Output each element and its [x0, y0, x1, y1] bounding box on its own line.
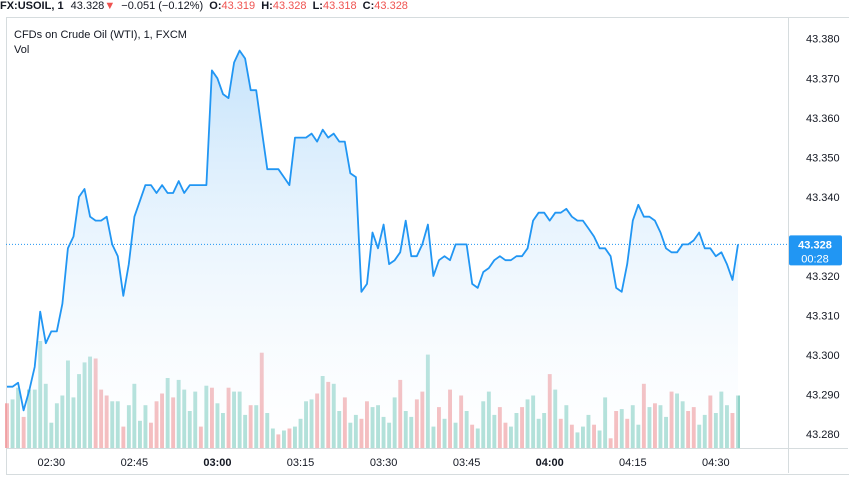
symbol-name[interactable]: FX:USOIL	[0, 0, 52, 12]
open-value: 43.319	[221, 0, 256, 12]
time-tick-label: 03:30	[370, 457, 398, 469]
time-tick-label: 04:15	[619, 457, 647, 469]
price-line	[7, 49, 739, 412]
volume-legend[interactable]: Vol	[14, 44, 30, 56]
price-area	[7, 50, 738, 448]
time-tick-label: 03:45	[453, 457, 481, 469]
last-price: 43.328	[70, 0, 105, 12]
symbol-header: FX:USOIL, 1 43.328▼ −0.051 (−0.12%) O:43…	[0, 0, 408, 12]
last-price-text: 43.328	[798, 239, 832, 251]
interval[interactable]: 1	[57, 0, 64, 12]
price-tick-label: 43.340	[806, 192, 840, 204]
high-label: H:	[261, 0, 273, 12]
price-tick-label: 43.360	[806, 113, 840, 125]
price-tick-label: 43.310	[806, 311, 840, 323]
low-label: L:	[312, 0, 323, 12]
low-value: 43.318	[322, 0, 357, 12]
time-tick-label: 03:15	[287, 457, 315, 469]
price-tick-label: 43.350	[806, 152, 840, 164]
price-tick-label: 43.300	[806, 350, 840, 362]
time-axis[interactable]: 02:30 02:45 03:00 03:15 03:30 03:45 04:00 04:15…	[38, 457, 730, 469]
time-tick-label: 04:30	[702, 457, 730, 469]
chart-frame[interactable]	[6, 17, 849, 475]
time-tick-label: 02:30	[38, 457, 66, 469]
close-value: 43.328	[374, 0, 408, 12]
down-arrow-icon: ▼	[104, 0, 116, 12]
time-tick-label: 02:45	[121, 457, 149, 469]
price-tick-label: 43.370	[806, 73, 840, 85]
price-change: −0.051 (−0.12%)	[121, 0, 204, 12]
high-value: 43.328	[272, 0, 307, 12]
close-label: C:	[362, 0, 375, 12]
last-price-label: 43.328 00:28	[789, 235, 842, 266]
price-axis[interactable]: 43.380 43.370 43.360 43.350 43.340 43.320 43.3…	[806, 34, 840, 442]
time-tick-label: 04:00	[536, 457, 564, 469]
price-tick-label: 43.280	[806, 429, 840, 441]
open-label: O:	[209, 0, 222, 12]
countdown-text: 00:28	[801, 253, 829, 265]
price-tick-label: 43.290	[806, 390, 840, 402]
price-tick-label: 43.320	[806, 271, 840, 283]
time-tick-label: 03:00	[203, 457, 231, 469]
price-tick-label: 43.380	[806, 34, 840, 46]
volume-bar	[736, 395, 740, 448]
chart-legend-title[interactable]: CFDs on Crude Oil (WTI), 1, FXCM	[14, 29, 187, 41]
